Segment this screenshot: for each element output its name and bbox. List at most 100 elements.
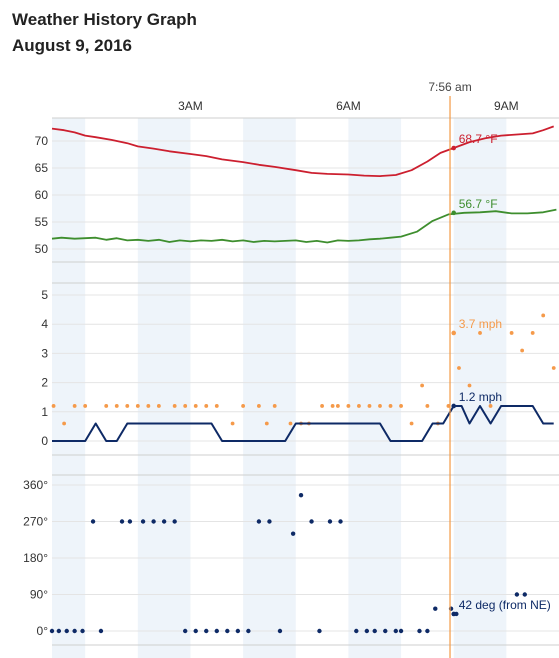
y-tick-label: 0° bbox=[37, 624, 49, 638]
direction-value-label: 42 deg (from NE) bbox=[459, 598, 551, 612]
gust-point bbox=[257, 404, 261, 408]
gust-cursor-point bbox=[451, 330, 457, 336]
direction-point bbox=[127, 519, 133, 524]
gust-point bbox=[478, 331, 482, 335]
hour-band bbox=[243, 118, 296, 658]
temp-line bbox=[51, 125, 555, 178]
direction-point bbox=[417, 628, 422, 634]
gust-point bbox=[183, 404, 188, 408]
y-tick-label: 5 bbox=[41, 288, 48, 302]
temp-cursor-point bbox=[451, 145, 457, 151]
gust-point bbox=[241, 404, 246, 408]
gust-point bbox=[488, 404, 493, 408]
direction-point bbox=[277, 628, 283, 634]
y-tick-label: 90° bbox=[30, 588, 48, 602]
y-tick-label: 0 bbox=[41, 434, 48, 448]
direction-point bbox=[64, 628, 69, 634]
gust-point bbox=[288, 421, 293, 426]
gust-point bbox=[104, 404, 109, 408]
x-tick-label: 3AM bbox=[178, 99, 203, 113]
wind-value-label: 1.2 mph bbox=[459, 390, 502, 404]
gust-point bbox=[204, 404, 209, 408]
direction-point bbox=[383, 628, 388, 634]
hour-band bbox=[453, 118, 507, 658]
y-tick-label: 360° bbox=[23, 478, 48, 492]
gust-point bbox=[457, 366, 461, 370]
gust-point bbox=[51, 404, 56, 408]
time-cursor[interactable]: 7:56 am bbox=[428, 80, 472, 658]
direction-cursor-point bbox=[451, 611, 457, 617]
direction-point bbox=[354, 628, 359, 634]
direction-point bbox=[246, 628, 251, 634]
y-tick-label: 180° bbox=[23, 551, 48, 565]
direction-point bbox=[214, 628, 219, 634]
gust-point bbox=[388, 404, 393, 408]
gust-point bbox=[357, 404, 361, 408]
direction-point bbox=[522, 592, 527, 597]
dew-line bbox=[51, 208, 557, 244]
y-tick-label: 2 bbox=[41, 376, 48, 390]
cursor-value-labels: 68.7 °F 56.7 °F 3.7 mph 1.2 mph 42 deg (from… bbox=[451, 132, 551, 617]
gust-point bbox=[72, 404, 77, 408]
x-tick-label: 6AM bbox=[336, 99, 361, 113]
gust-point bbox=[446, 404, 451, 408]
gust-point bbox=[114, 404, 119, 408]
direction-point bbox=[364, 628, 370, 634]
temp-value-label: 68.7 °F bbox=[459, 132, 498, 146]
direction-point bbox=[172, 519, 177, 524]
direction-point bbox=[225, 628, 230, 634]
gust-point bbox=[156, 404, 161, 408]
gust-point bbox=[125, 404, 130, 408]
direction-point bbox=[433, 606, 438, 611]
direction-point bbox=[140, 519, 146, 524]
gust-point bbox=[230, 421, 235, 426]
page-date: August 9, 2016 bbox=[12, 36, 132, 55]
y-tick-label: 60 bbox=[35, 188, 49, 202]
y-tick-label: 4 bbox=[41, 317, 48, 331]
direction-point bbox=[393, 628, 398, 634]
gust-point bbox=[83, 404, 88, 408]
x-axis-labels: 3AM 6AM 9AM bbox=[178, 99, 519, 113]
gust-point bbox=[264, 421, 269, 426]
direction-point bbox=[204, 628, 209, 634]
y-tick-label: 70 bbox=[35, 134, 49, 148]
gust-point bbox=[509, 331, 514, 335]
gust-point bbox=[378, 404, 382, 408]
gust-point bbox=[530, 331, 535, 335]
direction-point bbox=[193, 628, 198, 634]
direction-point bbox=[235, 628, 241, 634]
hour-band bbox=[52, 118, 86, 658]
direction-point bbox=[90, 519, 96, 524]
y-tick-label: 1 bbox=[41, 405, 48, 419]
direction-point bbox=[182, 628, 188, 634]
gust-point bbox=[367, 404, 372, 408]
direction-point bbox=[298, 492, 304, 498]
y-tick-label: 55 bbox=[35, 215, 49, 229]
wind-cursor-point bbox=[451, 403, 457, 409]
gust-point bbox=[467, 383, 472, 388]
dew-value-label: 56.7 °F bbox=[459, 197, 498, 211]
gust-point bbox=[214, 404, 219, 408]
cursor-time-label: 7:56 am bbox=[428, 80, 471, 94]
x-tick-label: 9AM bbox=[494, 99, 519, 113]
gust-point bbox=[520, 348, 525, 353]
direction-point bbox=[327, 519, 333, 524]
direction-point bbox=[317, 628, 322, 634]
direction-point bbox=[56, 628, 62, 634]
direction-point bbox=[290, 531, 296, 536]
y-tick-label: 50 bbox=[35, 242, 49, 256]
direction-point bbox=[398, 628, 404, 634]
direction-point bbox=[514, 592, 520, 597]
hour-band bbox=[348, 118, 402, 658]
direction-point bbox=[267, 519, 272, 524]
wind-line bbox=[52, 405, 554, 442]
gust-point bbox=[62, 421, 67, 426]
gust-point bbox=[346, 404, 351, 408]
alternating-hour-bands bbox=[52, 118, 507, 658]
gust-point bbox=[193, 404, 198, 408]
gust-point bbox=[272, 404, 277, 408]
direction-point bbox=[309, 519, 314, 524]
gust-point bbox=[172, 404, 177, 408]
direction-point bbox=[72, 628, 77, 634]
gust-point bbox=[399, 404, 403, 408]
